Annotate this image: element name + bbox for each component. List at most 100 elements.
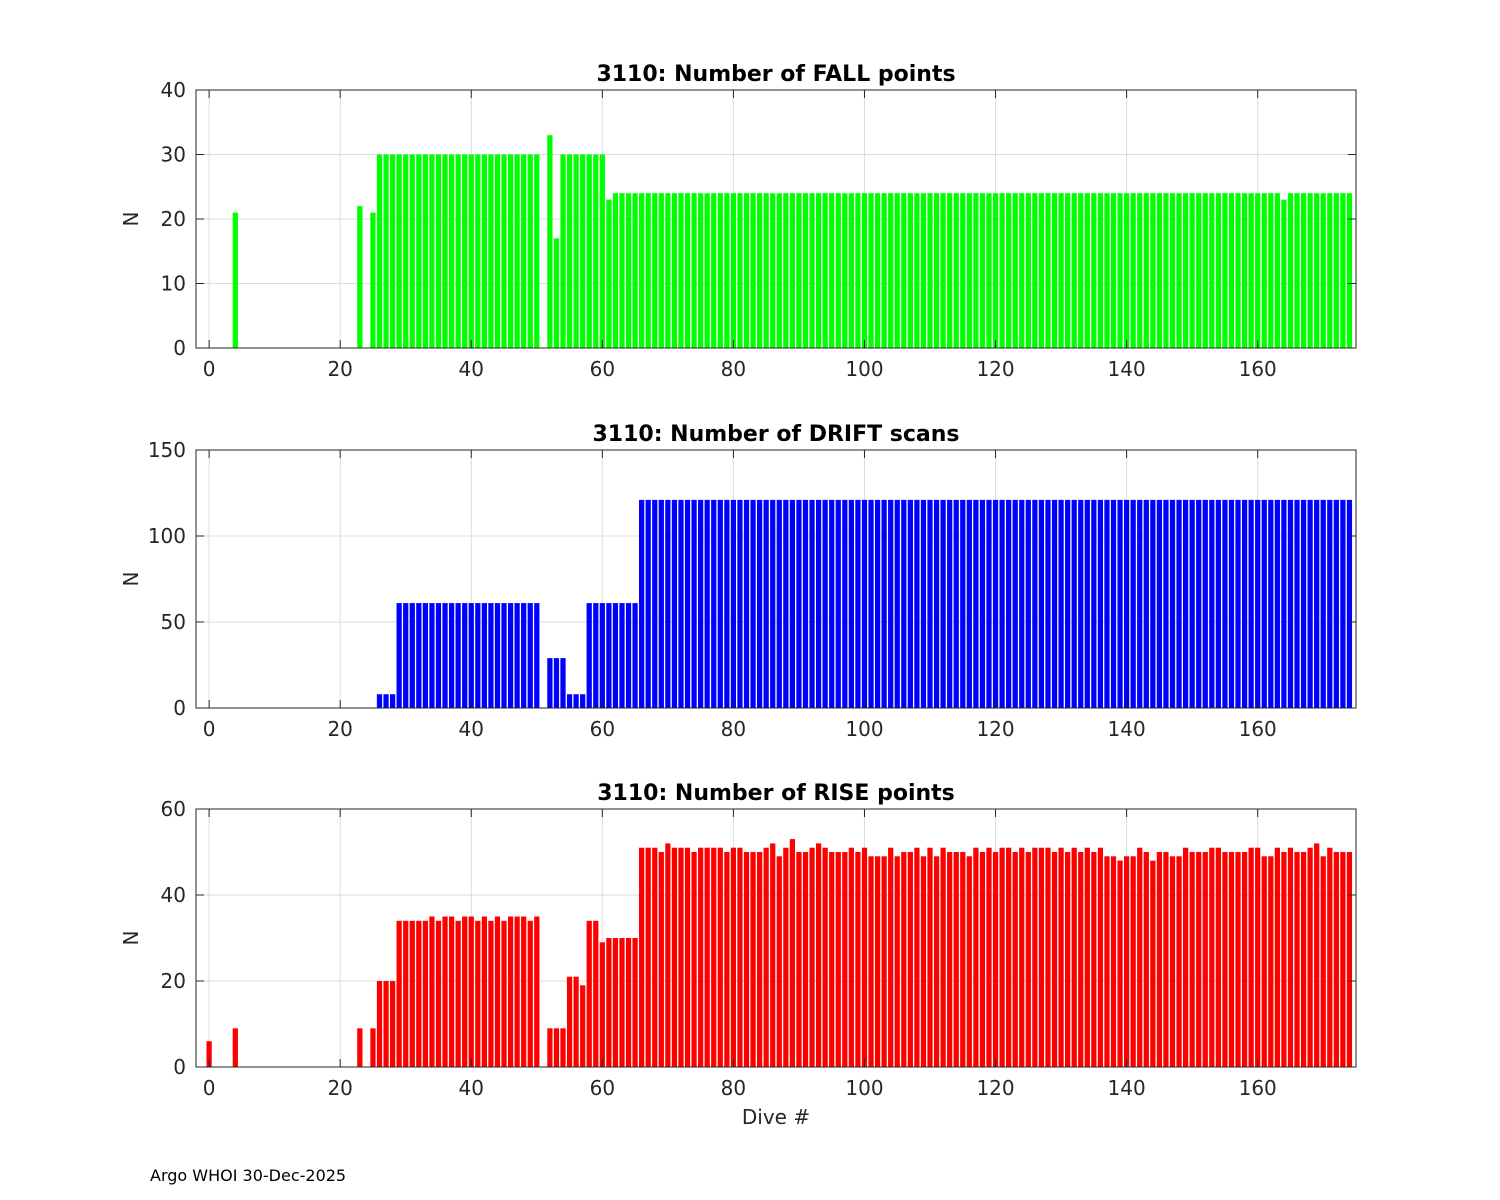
rise-bar	[1124, 856, 1130, 1067]
rise-bar	[894, 856, 900, 1067]
rise-bar	[514, 916, 520, 1067]
fall-bar	[861, 193, 868, 348]
fall-bar	[376, 154, 383, 348]
drift-axes-box	[195, 449, 1357, 709]
fall-bar	[560, 154, 566, 348]
rise-bar	[494, 916, 501, 1067]
rise-bar	[1314, 843, 1320, 1067]
rise-bar	[992, 852, 999, 1067]
fall-bar	[1222, 193, 1228, 348]
fall-bar	[1314, 193, 1320, 348]
fall-bar	[1150, 193, 1156, 348]
drift-bar	[1130, 499, 1136, 708]
rise-bar	[789, 839, 795, 1067]
fall-bar	[488, 154, 494, 348]
drift-bar	[612, 603, 619, 708]
drift-bar	[1084, 499, 1090, 708]
drift-bar	[1051, 499, 1058, 708]
rise-bar	[704, 847, 710, 1067]
fall-bar	[1287, 193, 1294, 348]
fall-bar	[881, 193, 887, 348]
fall-bar	[1202, 193, 1208, 348]
drift-bar	[1182, 499, 1189, 708]
fall-bar	[737, 193, 743, 348]
fall-bar	[743, 193, 750, 348]
rise-bar	[1222, 852, 1228, 1067]
rise-bar	[966, 856, 972, 1067]
fall-bar	[455, 154, 461, 348]
rise-bar	[206, 1041, 212, 1067]
fall-bar	[1169, 193, 1176, 348]
drift-bar	[756, 499, 763, 708]
drift-bar	[1202, 499, 1208, 708]
fall-bar	[599, 154, 605, 348]
rise-bar	[1333, 852, 1339, 1067]
fall-bar	[1340, 193, 1346, 348]
rise-bar	[566, 976, 573, 1067]
fall-x-tick-label: 0	[203, 357, 216, 381]
drift-bar	[927, 499, 933, 708]
rise-bar	[999, 847, 1005, 1067]
rise-bar	[507, 916, 514, 1067]
drift-bar	[1314, 499, 1320, 708]
drift-bar	[521, 603, 527, 708]
fall-bar	[507, 154, 514, 348]
drift-bar	[448, 603, 455, 708]
fall-bar	[809, 193, 815, 348]
rise-bar	[809, 847, 815, 1067]
fall-bar	[527, 154, 533, 348]
drift-bar	[1065, 499, 1071, 708]
rise-bar	[750, 852, 756, 1067]
fall-bar	[933, 193, 940, 348]
drift-bar	[396, 603, 402, 708]
rise-bar	[776, 856, 782, 1067]
fall-x-tick-label: 140	[1108, 357, 1146, 381]
drift-bar	[639, 499, 645, 708]
drift-bar	[671, 499, 678, 708]
drift-y-tick-label: 150	[148, 438, 186, 462]
drift-bar	[1163, 499, 1169, 708]
fall-bar	[1196, 193, 1202, 348]
rise-bar	[481, 916, 487, 1067]
rise-bar	[560, 1028, 566, 1067]
rise-bar	[416, 920, 422, 1067]
rise-bar	[1097, 847, 1104, 1067]
fall-bar	[888, 193, 894, 348]
rise-bar	[855, 852, 861, 1067]
fall-bar	[553, 238, 560, 348]
fall-bar	[566, 154, 573, 348]
fall-bar	[678, 193, 684, 348]
drift-bar	[914, 499, 920, 708]
drift-bar	[763, 499, 769, 708]
rise-bar	[1274, 847, 1280, 1067]
fall-bar	[1156, 193, 1163, 348]
rise-bar	[462, 916, 468, 1067]
drift-bar	[1006, 499, 1012, 708]
fall-bar	[1091, 193, 1097, 348]
drift-y-tick-label: 50	[161, 610, 186, 634]
drift-bar	[1320, 499, 1326, 708]
fall-bar	[534, 154, 540, 348]
fall-bar	[1071, 193, 1077, 348]
drift-bar	[1038, 499, 1045, 708]
fall-bar	[1189, 193, 1195, 348]
drift-y-tick-label: 100	[148, 524, 186, 548]
rise-y-axis-label: N	[119, 931, 143, 946]
rise-bar	[835, 852, 841, 1067]
drift-bar	[1268, 499, 1274, 708]
rise-bar	[599, 942, 605, 1067]
drift-bar	[868, 499, 874, 708]
rise-bar	[940, 847, 946, 1067]
drift-bar	[809, 499, 815, 708]
drift-bar	[711, 499, 717, 708]
rise-bar	[874, 856, 881, 1067]
drift-bar	[776, 499, 782, 708]
rise-bar	[1104, 856, 1110, 1067]
fall-bar	[684, 193, 691, 348]
drift-bar	[855, 499, 861, 708]
rise-bar	[1117, 860, 1123, 1067]
drift-bar	[1196, 499, 1202, 708]
fall-bar	[625, 193, 632, 348]
rise-chart-title: 3110: Number of RISE points	[597, 781, 955, 806]
drift-x-tick-label: 40	[459, 717, 484, 741]
